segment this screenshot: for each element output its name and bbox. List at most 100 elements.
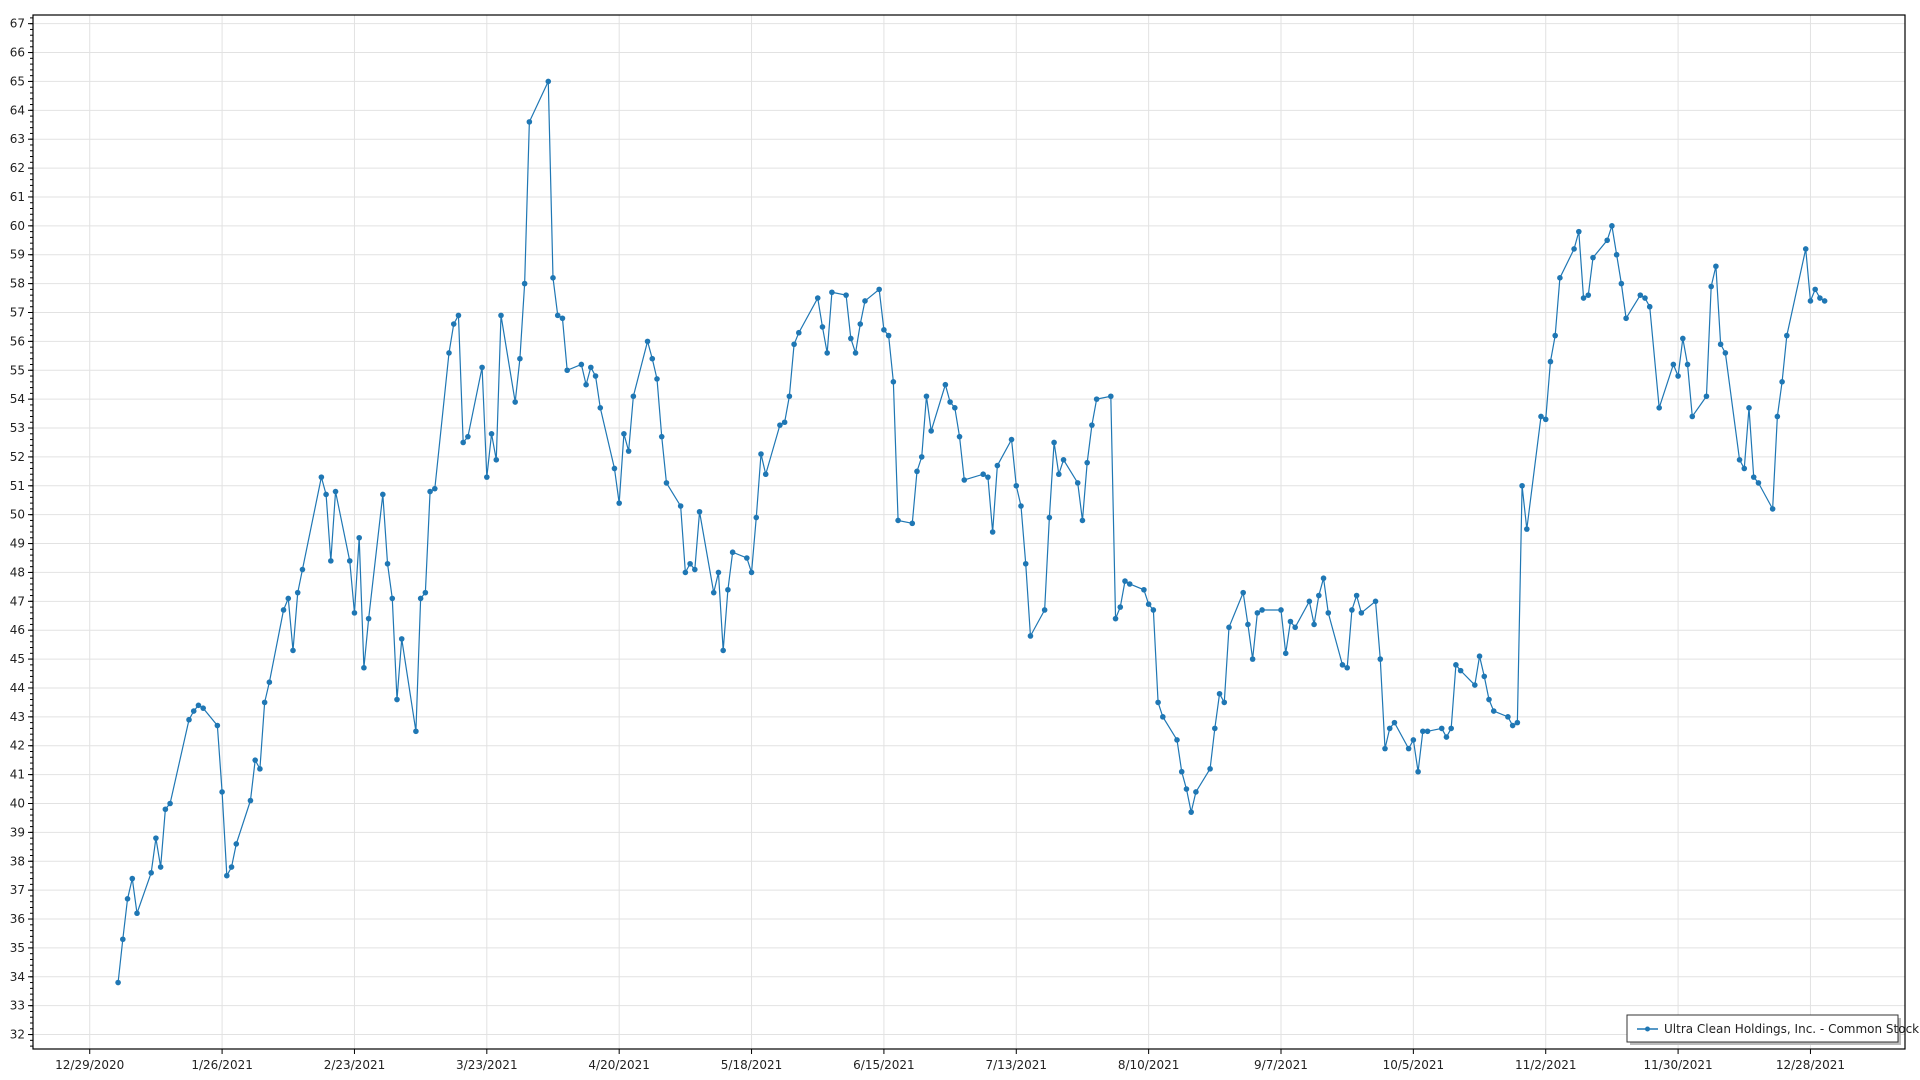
data-point [1623,315,1629,322]
data-point [1717,341,1724,348]
data-point [450,321,457,327]
data-point [564,367,570,374]
data-point [398,636,405,642]
series-layer [115,78,1828,986]
x-tick-label: 11/2/2021 [1515,1058,1577,1072]
data-point [422,589,429,596]
y-tick-label: 66 [10,46,25,60]
data-point [285,595,292,602]
y-tick-label: 34 [10,970,25,984]
data-point [1018,503,1024,509]
data-point [1604,237,1610,244]
data-point [1226,624,1232,631]
y-tick-label: 45 [10,652,25,666]
y-tick-label: 59 [10,248,25,262]
y-tick-label: 36 [10,912,25,926]
data-point [361,664,367,671]
data-point [1552,332,1558,339]
data-point [914,468,920,475]
y-tick-label: 65 [10,74,25,88]
data-point [715,569,722,576]
data-point [1089,422,1095,428]
data-point [1580,295,1587,301]
data-point [498,312,504,319]
data-point [1689,413,1696,420]
data-point [247,797,254,804]
data-point [748,569,755,576]
data-point [1188,809,1194,815]
data-point [1509,722,1516,729]
data-point [720,647,726,654]
data-point [682,569,689,576]
data-point [777,422,783,428]
data-point [134,910,140,917]
y-tick-label: 64 [10,103,25,117]
y-tick-label: 43 [10,710,25,724]
data-point [1306,598,1313,605]
data-point [346,558,353,564]
data-point [162,806,169,813]
y-tick-label: 67 [10,17,25,31]
data-point [881,327,887,333]
y-tick-label: 33 [10,999,25,1013]
data-point [1292,624,1298,631]
data-point [1476,653,1483,659]
x-tick-label: 6/15/2021 [853,1058,915,1072]
data-point [521,280,528,287]
y-tick-label: 52 [10,450,25,464]
data-point [1424,728,1431,735]
data-point [909,520,916,527]
legend[interactable]: Ultra Clean Holdings, Inc. - Common Stoc… [1626,1014,1919,1045]
data-point [1221,699,1228,706]
data-point [1320,575,1327,582]
x-tick-label: 4/20/2021 [588,1058,650,1072]
data-point [1325,610,1332,616]
data-point [1684,361,1691,368]
data-point [550,275,556,281]
data-point [124,896,131,902]
data-point [895,517,901,524]
data-point [1183,786,1190,792]
y-tick-label: 37 [10,883,25,897]
data-point [261,699,268,706]
data-point [928,428,934,434]
data-point [1557,275,1563,281]
data-point [961,477,968,483]
data-point [384,560,391,567]
data-point [857,321,864,327]
data-point [654,376,660,382]
data-point [1585,292,1592,298]
data-point [1013,482,1020,489]
data-point [157,864,164,870]
data-point [1618,280,1625,287]
data-point [1703,393,1710,400]
data-point [1613,251,1620,258]
data-point [862,298,868,304]
x-tick-label: 2/23/2021 [324,1058,386,1072]
data-point [1141,586,1147,593]
y-axis: 32 33 34 35 36 37 38 39 40 41 42 43 44 45 46 47 48 49 50 51… [10,17,33,1047]
y-tick-label: 44 [10,681,25,695]
data-point [432,485,438,492]
x-tick-label: 10/5/2021 [1383,1058,1445,1072]
data-point [219,789,225,795]
data-point [1193,789,1199,795]
data-point [819,324,826,330]
data-point [1245,621,1251,628]
data-point [1160,714,1166,720]
data-point [729,549,736,556]
data-point [1316,592,1322,599]
data-point [1008,436,1015,443]
y-tick-label: 42 [10,739,25,753]
data-point [1216,690,1223,697]
data-point [1112,615,1119,622]
data-point [1122,578,1128,584]
data-point [696,508,703,515]
data-point [1646,303,1653,310]
data-point [228,864,235,870]
data-point [677,503,684,509]
data-point [1490,708,1497,714]
x-tick-label: 5/18/2021 [721,1058,783,1072]
data-point [545,78,552,85]
data-point [413,728,419,735]
